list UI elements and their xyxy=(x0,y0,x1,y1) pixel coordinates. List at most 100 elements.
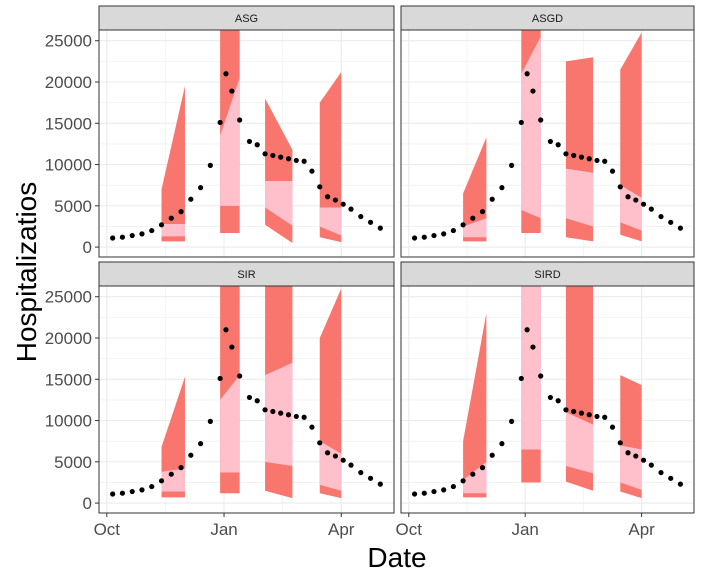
outer-interval-band-1 xyxy=(161,86,185,242)
panel-sir: SIR 0 5000 10000 15000 20000 25000 Oct Jan Apr xyxy=(45,261,395,539)
inner-interval-band-2 xyxy=(521,286,541,450)
observed-point xyxy=(158,222,165,228)
panels: ASG 0 5000 10000 15000 20000 25000 ASGD SIR 0 5000… xyxy=(45,5,695,539)
observed-point xyxy=(677,481,684,487)
panel-border xyxy=(400,29,695,258)
observed-point xyxy=(358,469,364,476)
inner-interval-band-3 xyxy=(565,168,594,227)
panel-sird: SIRD Oct Jan Apr xyxy=(396,261,695,539)
observed-point xyxy=(658,213,664,220)
observed-point xyxy=(149,483,155,490)
observed-point xyxy=(262,407,268,413)
observed-point xyxy=(207,418,213,424)
observed-point xyxy=(509,162,515,168)
y-tick-label: 0 xyxy=(83,494,92,513)
observed-points xyxy=(411,71,684,241)
observed-point xyxy=(254,142,260,148)
observed-point xyxy=(509,418,515,424)
outer-interval-band-1 xyxy=(463,137,487,242)
observed-point xyxy=(518,119,524,126)
observed-point xyxy=(479,209,486,215)
y-tick-label: 20000 xyxy=(45,73,92,92)
observed-point xyxy=(431,232,437,239)
observed-point xyxy=(470,215,476,221)
inner-interval-band-2 xyxy=(220,77,240,206)
y-tick-label: 5000 xyxy=(54,453,92,472)
y-tick-label: 5000 xyxy=(54,197,92,216)
inner-interval-band-1 xyxy=(161,468,185,492)
observed-point xyxy=(262,151,268,157)
observed-point xyxy=(524,327,530,333)
observed-point xyxy=(254,398,260,404)
observed-point xyxy=(586,156,592,162)
y-tick-label: 25000 xyxy=(45,32,92,51)
panel-background xyxy=(401,286,694,513)
observed-point xyxy=(301,158,307,164)
observed-point xyxy=(602,414,608,420)
inner-interval-band-2 xyxy=(521,36,541,219)
observed-point xyxy=(625,194,631,200)
observed-point xyxy=(188,452,194,458)
observed-point xyxy=(658,469,664,476)
observed-point xyxy=(538,373,544,379)
observed-point xyxy=(348,206,354,212)
x-tick-label: Oct xyxy=(396,520,423,539)
observed-point xyxy=(578,154,585,160)
observed-point xyxy=(217,375,223,382)
observed-point xyxy=(547,394,554,401)
observed-point xyxy=(518,375,524,382)
strip-background xyxy=(98,261,395,287)
observed-point xyxy=(246,394,253,401)
observed-point xyxy=(217,119,223,126)
panel-asgd: ASGD xyxy=(400,5,695,258)
observed-point xyxy=(168,471,174,477)
inner-interval-band-2 xyxy=(220,375,240,473)
observed-point xyxy=(633,453,639,459)
y-axis-title: Hospitalizatios xyxy=(11,182,42,363)
observed-point xyxy=(340,457,346,463)
inner-interval-band-1 xyxy=(463,461,487,494)
observed-point xyxy=(168,215,174,221)
observed-point xyxy=(411,235,418,241)
observed-point xyxy=(207,162,213,168)
observed-point xyxy=(411,491,418,497)
observed-point xyxy=(309,168,315,174)
inner-interval-band-1 xyxy=(161,223,185,237)
observed-point xyxy=(602,158,608,164)
forecast-bands xyxy=(463,286,642,499)
observed-point xyxy=(648,462,654,468)
observed-point xyxy=(324,450,331,456)
observed-point xyxy=(677,225,684,231)
x-tick-label: Apr xyxy=(628,520,655,539)
observed-point xyxy=(237,117,243,123)
observed-point xyxy=(139,231,145,237)
observed-point xyxy=(139,487,145,493)
observed-point xyxy=(129,232,135,239)
observed-point xyxy=(625,450,631,456)
observed-point xyxy=(246,138,253,145)
observed-point xyxy=(489,196,495,202)
panel-border xyxy=(98,29,395,258)
observed-point xyxy=(358,213,364,220)
observed-point xyxy=(237,373,243,379)
observed-point xyxy=(571,408,577,415)
observed-point xyxy=(285,156,292,162)
observed-point xyxy=(479,465,486,471)
panel-background xyxy=(401,30,694,257)
observed-point xyxy=(668,475,674,481)
observed-point xyxy=(293,413,299,420)
observed-point xyxy=(270,152,276,159)
observed-point xyxy=(555,398,561,404)
panel-border xyxy=(400,285,695,514)
y-tick-label: 25000 xyxy=(45,288,92,307)
y-tick-label: 10000 xyxy=(45,156,92,175)
observed-point xyxy=(450,227,456,234)
observed-point xyxy=(578,410,585,416)
observed-point xyxy=(223,327,229,333)
observed-point xyxy=(571,152,577,159)
observed-point xyxy=(178,465,184,471)
inner-interval-band-3 xyxy=(265,181,293,226)
observed-point xyxy=(229,88,235,94)
observed-point xyxy=(524,71,530,77)
